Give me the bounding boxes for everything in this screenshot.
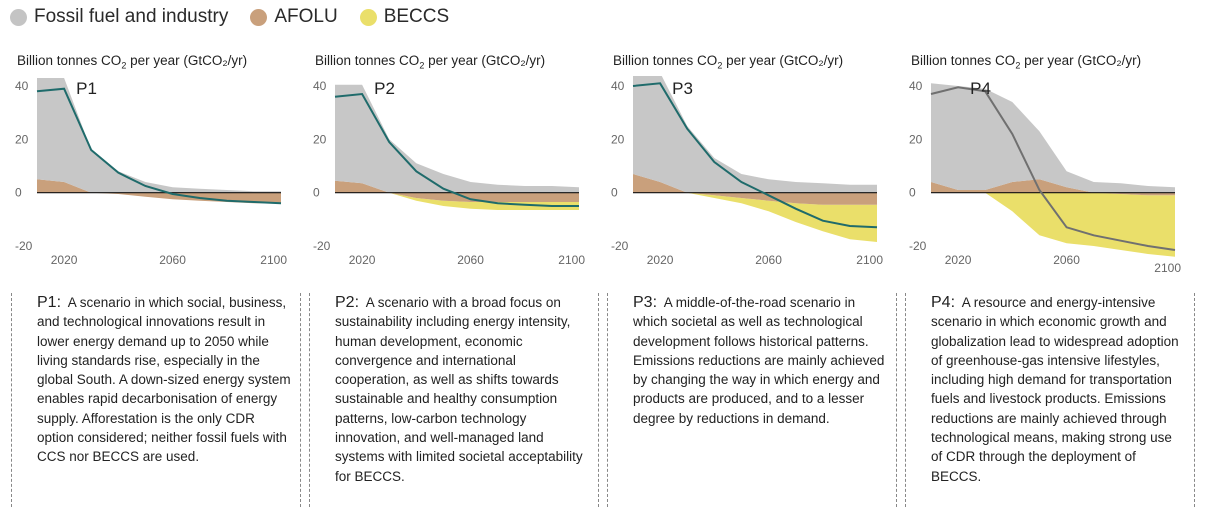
legend-swatch-fossil — [10, 8, 27, 26]
y-tick-label: 40 — [611, 79, 625, 93]
y-tick-label: 0 — [313, 186, 320, 200]
unit-subscript: 2 — [717, 60, 723, 71]
x-tick-label: 2100 — [558, 253, 585, 267]
afolu-area — [931, 179, 1175, 196]
legend-label-afolu: AFOLU — [274, 6, 338, 27]
x-tick-label: 2060 — [755, 253, 782, 267]
chart-p3: 40 20 0 -20 2020 2060 2100 P3 — [611, 76, 883, 267]
beccs-area — [633, 192, 877, 242]
fossil-area — [931, 83, 1175, 193]
net-emissions-line — [930, 86, 1176, 251]
chart-p1: 40 20 0 -20 2020 2060 2100 P1 — [15, 78, 287, 267]
pathway-label: P1 — [76, 79, 97, 98]
x-tick-label: 2020 — [51, 253, 78, 267]
description-p2: P2: A scenario with a broad focus on sus… — [335, 293, 590, 486]
pathway-label: P4 — [970, 79, 991, 98]
pathway-label: P3 — [672, 79, 693, 98]
unit-text: Billion tonnes CO — [613, 53, 718, 68]
description-box-p2: P2: A scenario with a broad focus on sus… — [309, 293, 599, 507]
description-box-p4: P4: A resource and energy-intensive scen… — [905, 293, 1195, 507]
description-id: P4: — [931, 294, 956, 311]
description-text: A middle-of-the-road scenario in which s… — [633, 295, 885, 426]
y-unit-label: Billion tonnes CO2 per year (GtCO₂/yr) — [613, 53, 843, 71]
pathway-label: P2 — [374, 79, 395, 98]
y-tick-label: 0 — [611, 186, 618, 200]
y-tick-label: 20 — [313, 132, 327, 146]
unit-text: Billion tonnes CO — [911, 53, 1016, 68]
y-tick-label: 40 — [15, 79, 29, 93]
y-tick-label: 40 — [909, 79, 923, 93]
legend-swatch-beccs — [359, 8, 377, 26]
fossil-area — [37, 78, 281, 193]
y-unit-label: Billion tonnes CO2 per year (GtCO₂/yr) — [17, 53, 247, 71]
y-unit-label: Billion tonnes CO2 per year (GtCO₂/yr) — [315, 53, 545, 71]
afolu-area — [335, 180, 579, 202]
chart-p2: 40 20 0 -20 2020 2060 2100 P2 — [313, 79, 585, 267]
x-tick-label: 2020 — [349, 253, 376, 267]
x-tick-label: 2100 — [260, 253, 287, 267]
panel-p2: Billion tonnes CO2 per year (GtCO₂/yr) 4… — [309, 50, 599, 507]
legend-item-beccs: BECCS — [359, 6, 450, 28]
y-tick-label: -20 — [611, 239, 629, 253]
description-text: A scenario with a broad focus on sustain… — [335, 295, 583, 484]
unit-suffix: per year (GtCO₂/yr) — [722, 53, 844, 68]
description-p4: P4: A resource and energy-intensive scen… — [931, 293, 1186, 486]
description-id: P3: — [633, 294, 658, 311]
beccs-area — [931, 192, 1175, 257]
y-unit-label: Billion tonnes CO2 per year (GtCO₂/yr) — [911, 53, 1141, 71]
afolu-area — [633, 174, 877, 205]
x-tick-label: 2060 — [159, 253, 186, 267]
y-tick-label: -20 — [15, 239, 33, 253]
description-id: P1: — [37, 294, 62, 311]
net-emissions-line — [632, 82, 878, 229]
chart-p4: 40 20 0 -20 2020 2060 2100 P4 — [909, 79, 1181, 275]
y-tick-label: -20 — [313, 239, 331, 253]
beccs-area — [335, 192, 579, 210]
x-tick-label: 2060 — [457, 253, 484, 267]
y-tick-label: 0 — [15, 186, 22, 200]
x-tick-label: 2100 — [856, 253, 883, 267]
unit-text: Billion tonnes CO — [17, 53, 122, 68]
legend-label-beccs: BECCS — [383, 6, 450, 27]
legend-label-fossil: Fossil fuel and industry — [34, 6, 229, 27]
y-tick-label: 20 — [909, 132, 923, 146]
x-tick-label: 2100 — [1154, 261, 1181, 275]
legend-item-fossil: Fossil fuel and industry — [10, 6, 228, 28]
unit-suffix: per year (GtCO₂/yr) — [126, 53, 248, 68]
y-tick-label: 40 — [313, 79, 327, 93]
afolu-area — [37, 179, 281, 204]
unit-subscript: 2 — [419, 60, 425, 71]
panel-p3: Billion tonnes CO2 per year (GtCO₂/yr) 4… — [607, 50, 897, 507]
y-tick-label: 20 — [15, 132, 29, 146]
legend-swatch-afolu — [250, 8, 268, 26]
legend-item-afolu: AFOLU — [250, 6, 338, 28]
net-emissions-line — [334, 92, 579, 207]
y-tick-label: -20 — [909, 239, 927, 253]
fossil-area — [335, 84, 579, 193]
panel-p4: Billion tonnes CO2 per year (GtCO₂/yr) 4… — [905, 50, 1195, 507]
description-text: A scenario in which social, business, an… — [37, 295, 291, 465]
y-tick-label: 20 — [611, 132, 625, 146]
y-tick-label: 0 — [909, 186, 916, 200]
unit-text: Billion tonnes CO — [315, 53, 420, 68]
net-emissions-line — [36, 87, 282, 205]
unit-subscript: 2 — [1015, 60, 1021, 71]
description-box-p3: P3: A middle-of-the-road scenario in whi… — [607, 293, 897, 507]
legend: Fossil fuel and industry AFOLU BECCS — [10, 6, 449, 28]
description-p1: P1: A scenario in which social, business… — [37, 293, 292, 467]
unit-suffix: per year (GtCO₂/yr) — [424, 53, 546, 68]
unit-subscript: 2 — [121, 60, 127, 71]
x-tick-label: 2060 — [1053, 253, 1080, 267]
fossil-area — [633, 76, 877, 193]
description-box-p1: P1: A scenario in which social, business… — [11, 293, 301, 507]
x-tick-label: 2020 — [945, 253, 972, 267]
description-id: P2: — [335, 294, 360, 311]
unit-suffix: per year (GtCO₂/yr) — [1020, 53, 1142, 68]
description-p3: P3: A middle-of-the-road scenario in whi… — [633, 293, 888, 428]
description-text: A resource and energy-intensive scenario… — [931, 295, 1179, 484]
panel-p1: Billion tonnes CO2 per year (GtCO₂/yr) 4… — [11, 50, 301, 507]
x-tick-label: 2020 — [647, 253, 674, 267]
